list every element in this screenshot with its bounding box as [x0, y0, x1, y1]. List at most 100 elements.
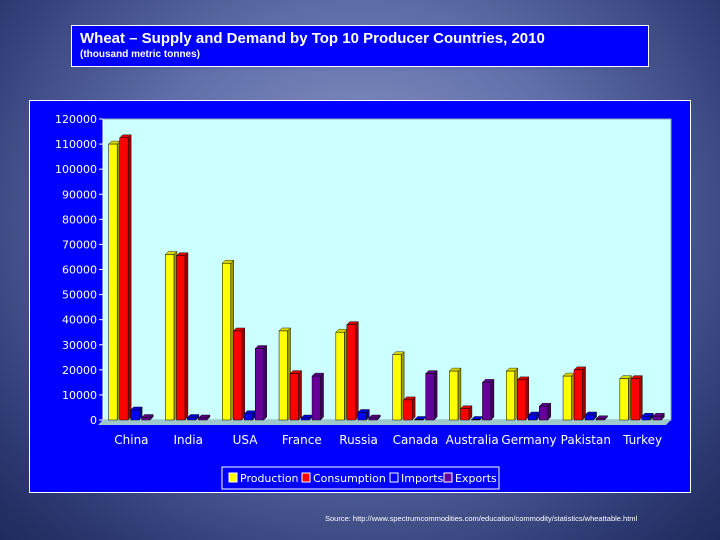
bar: [527, 411, 541, 421]
bar: [470, 416, 484, 421]
bar: [186, 414, 200, 421]
bar: [481, 378, 495, 421]
source-note: Source: http://www.spectrumcommodities.c…: [325, 514, 638, 523]
bar-side: [490, 378, 495, 421]
bar-side: [582, 366, 586, 421]
bar-front: [482, 382, 492, 421]
bar: [641, 412, 654, 421]
bar-front: [528, 414, 537, 421]
bar-side: [639, 375, 643, 421]
bar: [425, 370, 438, 421]
bar-front: [414, 419, 424, 421]
bar: [584, 411, 598, 421]
bar-side: [263, 345, 267, 421]
bar-side: [525, 376, 529, 421]
bar-front: [595, 418, 605, 421]
bar-front: [108, 143, 118, 421]
bar-front: [517, 379, 526, 421]
bar-front: [460, 408, 470, 421]
bar-side: [320, 372, 324, 421]
x-tick-label: France: [282, 433, 322, 447]
legend-label: Exports: [455, 472, 497, 485]
bar-side: [298, 370, 302, 421]
bar: [175, 252, 189, 421]
legend-label: Production: [240, 472, 299, 485]
chart-title-box: Wheat – Supply and Demand by Top 10 Prod…: [71, 25, 649, 67]
y-tick-label: 50000: [62, 289, 97, 302]
x-tick-label: Australia: [446, 433, 499, 447]
bar-front: [255, 348, 264, 421]
bar: [392, 351, 405, 421]
legend: Production Consumption Imports Exports: [221, 466, 500, 490]
bar: [346, 321, 359, 421]
bar-side: [411, 396, 416, 421]
x-tick-label: Germany: [501, 433, 556, 447]
bar-front: [176, 255, 186, 421]
legend-box: [221, 466, 500, 490]
bar-side: [127, 134, 132, 421]
bar-front: [449, 370, 459, 421]
legend-label: Consumption: [313, 472, 386, 485]
bar: [619, 375, 632, 421]
bar: [562, 372, 576, 421]
legend-swatch: [389, 472, 399, 483]
bar-front: [403, 399, 413, 421]
bar: [448, 367, 462, 421]
bar-front: [539, 405, 548, 421]
legend-label: Imports: [401, 472, 444, 485]
bar-front: [119, 137, 129, 421]
bar: [311, 372, 325, 421]
y-tick-label: 0: [90, 414, 97, 427]
bar-front: [198, 417, 208, 421]
bar-front: [130, 409, 140, 421]
bar-chart: 0 10000 20000 30000 40000 50000 60000 70000 8000…: [55, 113, 672, 490]
plot-area: [102, 118, 672, 421]
bar-side: [241, 327, 245, 421]
chart-subtitle: (thousand metric tonnes): [80, 49, 201, 60]
y-tick-label: 30000: [62, 339, 97, 352]
legend-swatch: [443, 472, 453, 483]
bar: [505, 367, 519, 421]
bar-front: [244, 413, 253, 421]
bar: [278, 327, 292, 421]
bar: [164, 250, 178, 421]
x-tick-label: China: [114, 433, 148, 447]
bar: [335, 328, 348, 421]
x-tick-label: Russia: [339, 433, 378, 447]
bar: [459, 405, 473, 421]
y-tick-label: 70000: [62, 238, 97, 251]
bar: [232, 327, 246, 421]
x-tick-label: Turkey: [622, 433, 662, 447]
bar-front: [335, 331, 345, 421]
y-tick-label: 40000: [62, 314, 97, 327]
bar-front: [165, 254, 175, 421]
bar: [573, 366, 587, 421]
legend-swatch: [228, 472, 238, 483]
bar-side: [184, 252, 189, 421]
bar-side: [355, 321, 359, 421]
bar-front: [506, 370, 515, 421]
bar: [595, 415, 609, 421]
y-tick-label: 110000: [55, 138, 97, 151]
bar: [130, 406, 143, 421]
bar: [630, 375, 643, 421]
bar-front: [289, 373, 299, 421]
y-tick-label: 20000: [62, 364, 97, 377]
chart-panel: 0 10000 20000 30000 40000 50000 60000 70000 8000…: [29, 100, 691, 493]
y-tick-label: 120000: [55, 113, 97, 126]
bar-front: [619, 378, 629, 421]
bar-front: [425, 373, 435, 421]
bar-side: [433, 370, 438, 421]
x-tick-label: USA: [233, 433, 259, 447]
bar-front: [584, 414, 594, 421]
bar: [516, 376, 530, 421]
y-tick-label: 10000: [62, 389, 97, 402]
bar: [141, 414, 154, 421]
bar: [300, 414, 314, 421]
bar-front: [222, 262, 231, 421]
bar-front: [471, 419, 481, 421]
y-tick-label: 80000: [62, 213, 97, 226]
x-tick-label: Pakistan: [561, 433, 611, 447]
bar-front: [141, 417, 151, 421]
bar-front: [630, 378, 640, 421]
